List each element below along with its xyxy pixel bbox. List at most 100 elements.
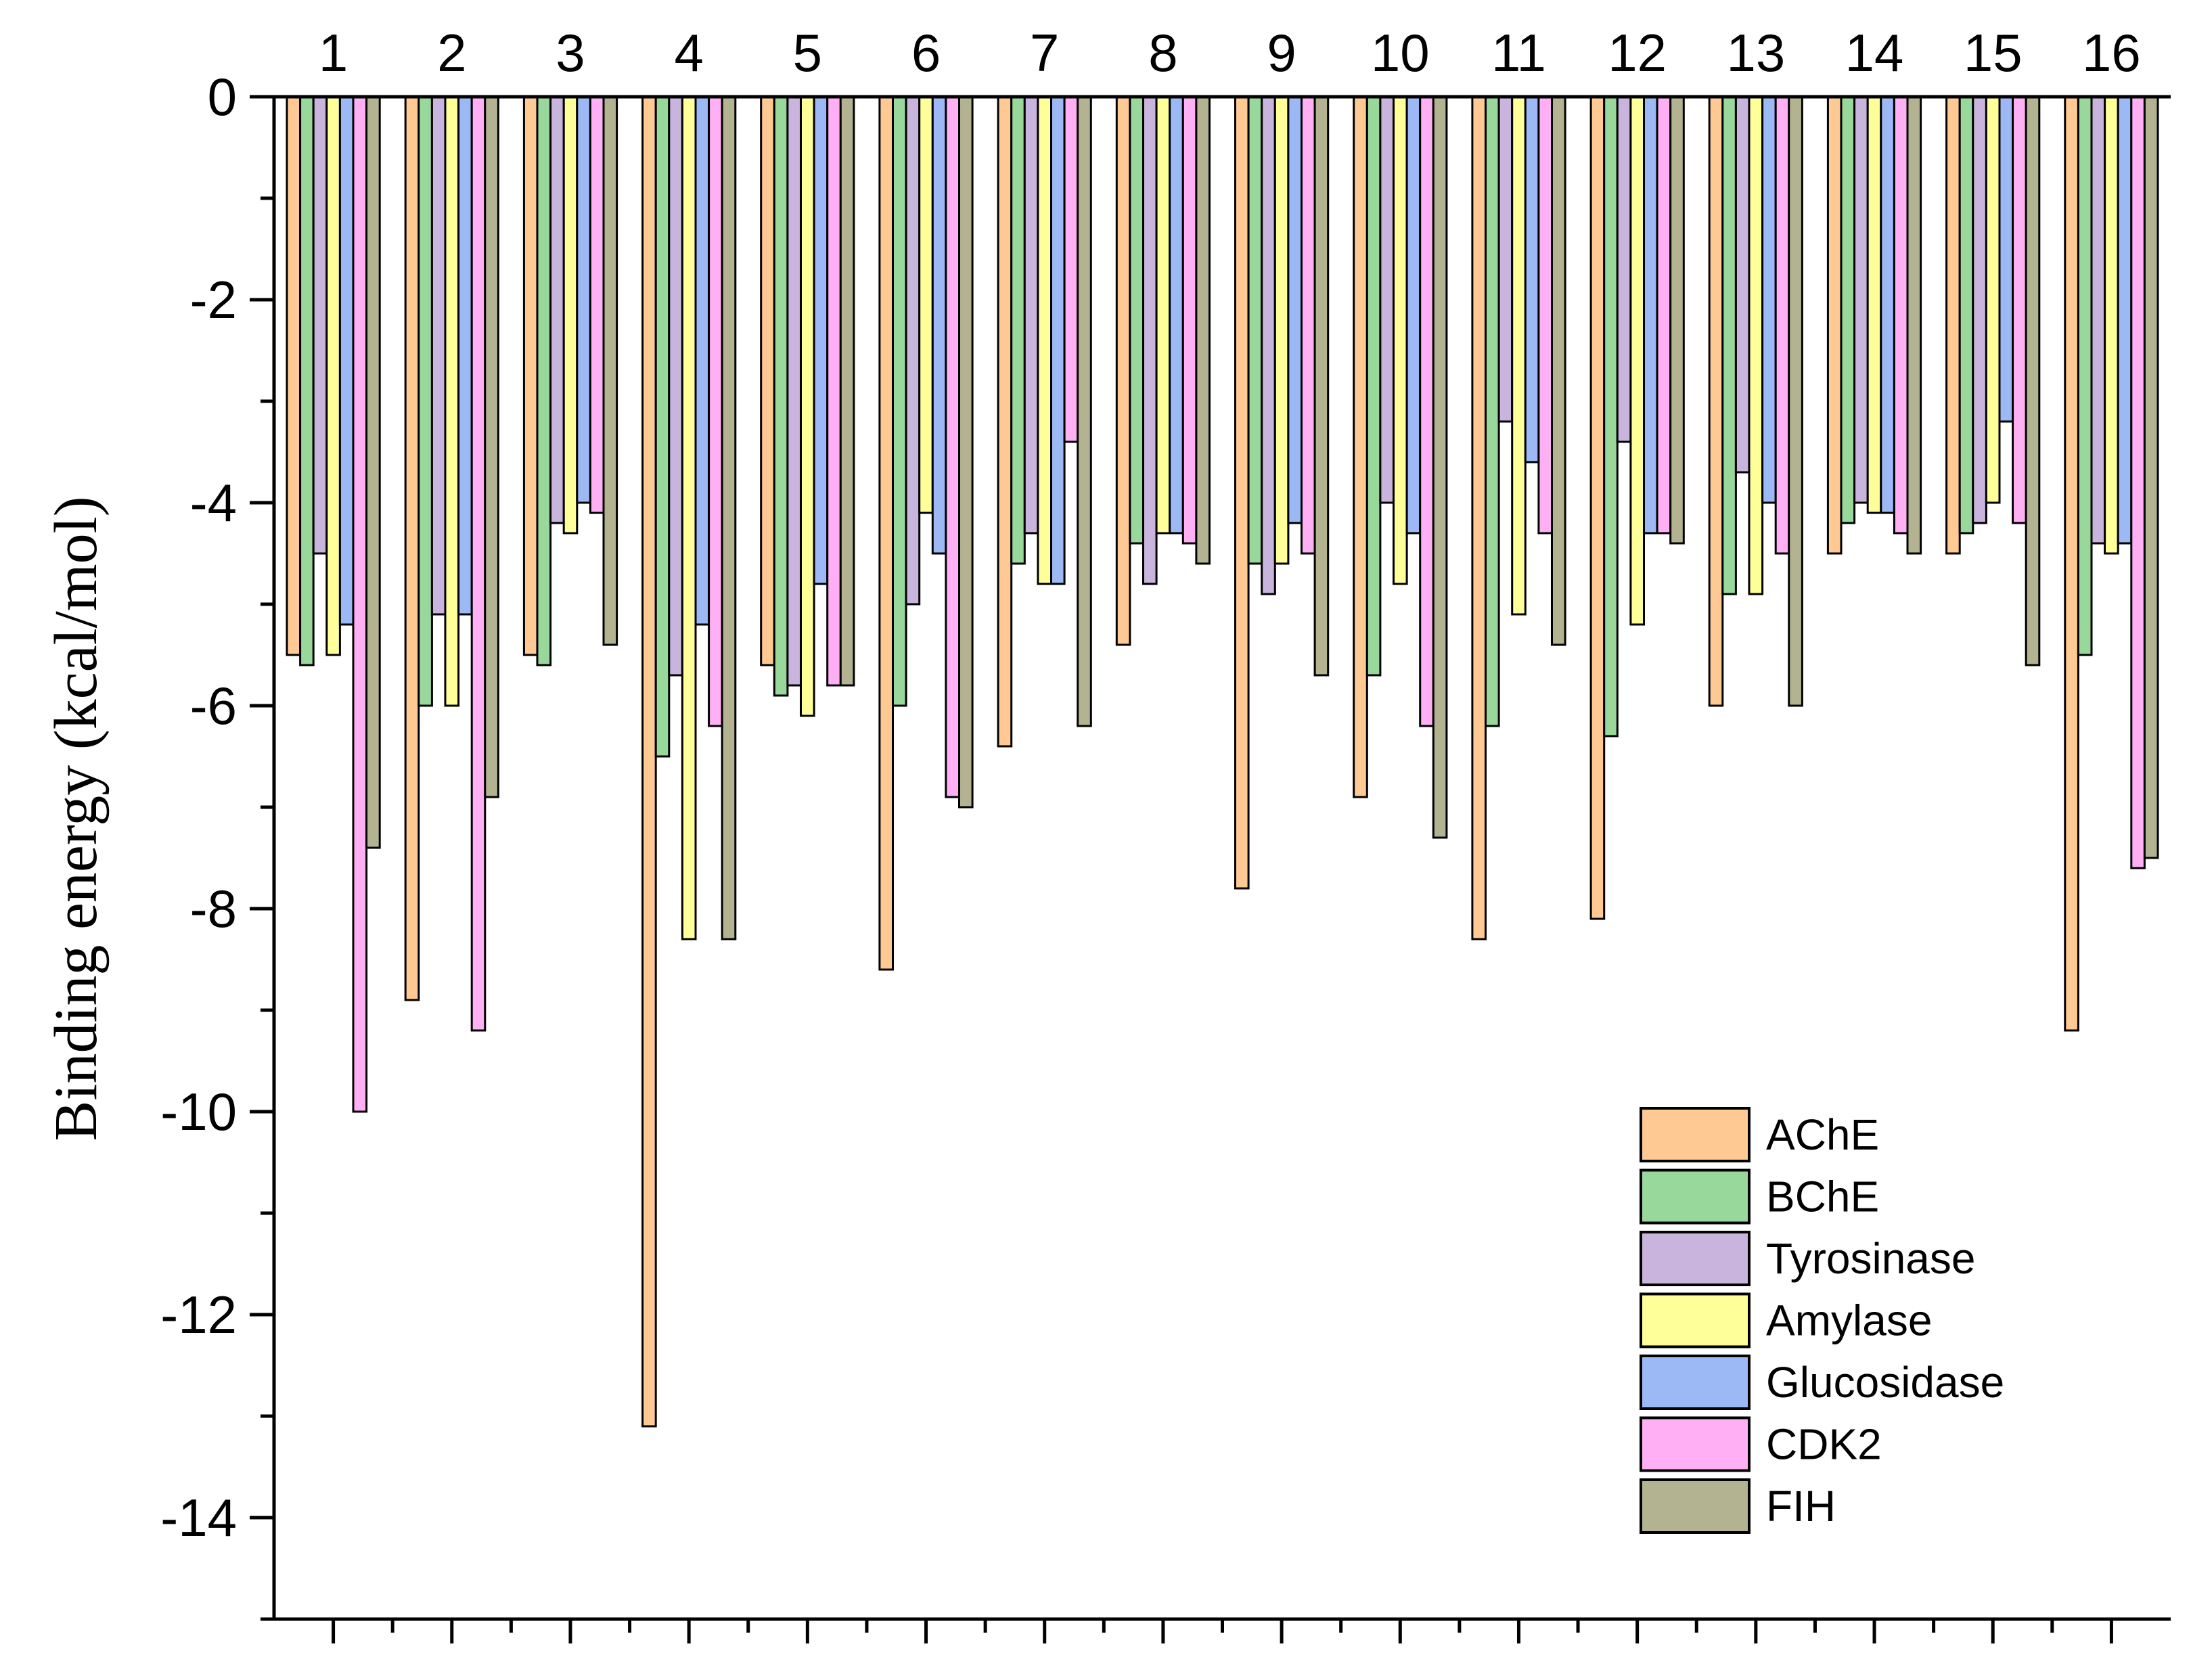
x-tick-label-13: 13 (1726, 23, 1785, 83)
bar-cdk2-13 (1774, 95, 1790, 555)
x-ticks-group: 1 2 3 4 5 6 7 8 9 10 11 12 13 14 15 16 (319, 23, 2141, 1643)
bar-amylase-2 (444, 95, 460, 707)
x-tick-label-12: 12 (1608, 23, 1667, 83)
bar-tyrosinase-11 (1497, 95, 1514, 423)
legend-label-glucosidase: Glucosidase (1766, 1358, 2004, 1407)
bar-ache-10 (1353, 95, 1368, 798)
bar-fih-15 (2025, 95, 2041, 666)
bar-ache-6 (878, 95, 895, 971)
x-tick-label-6: 6 (911, 23, 941, 83)
bar-glucosidase-16 (2117, 95, 2133, 545)
bar-amylase-3 (562, 95, 579, 535)
bar-cdk2-9 (1301, 95, 1316, 555)
bar-glucosidase-13 (1761, 95, 1777, 504)
bar-cdk2-8 (1181, 95, 1198, 545)
bar-tyrosinase-8 (1142, 95, 1158, 585)
bar-amylase-10 (1393, 95, 1408, 585)
bar-ache-8 (1115, 95, 1131, 646)
bar-cdk2-6 (945, 95, 961, 798)
bar-amylase-4 (681, 95, 697, 940)
bar-bche-4 (654, 95, 671, 758)
bar-cdk2-12 (1656, 95, 1672, 535)
bar-bche-6 (892, 95, 907, 707)
legend-label-amylase: Amylase (1766, 1296, 1932, 1345)
bar-bche-12 (1603, 95, 1619, 737)
bar-tyrosinase-1 (312, 95, 328, 555)
legend-label-fih: FIH (1766, 1482, 1836, 1530)
bar-bche-14 (1840, 95, 1856, 524)
x-tick-label-11: 11 (1491, 23, 1546, 83)
bar-tyrosinase-12 (1616, 95, 1632, 443)
y-tick-label: -4 (190, 473, 237, 532)
bar-bche-16 (2077, 95, 2093, 656)
x-tick-label-10: 10 (1371, 23, 1430, 83)
bar-tyrosinase-4 (668, 95, 683, 677)
bar-tyrosinase-14 (1853, 95, 1869, 504)
bar-amylase-11 (1511, 95, 1527, 616)
bar-ache-3 (522, 95, 539, 656)
bar-glucosidase-3 (576, 95, 591, 504)
bar-glucosidase-5 (813, 95, 829, 585)
bar-ache-12 (1589, 95, 1606, 920)
bar-bche-11 (1485, 95, 1500, 727)
bar-glucosidase-11 (1524, 95, 1540, 463)
bar-cdk2-10 (1419, 95, 1435, 727)
legend-label-cdk2: CDK2 (1766, 1420, 1882, 1469)
legend-swatch-amylase (1640, 1292, 1750, 1348)
x-tick-label-5: 5 (793, 23, 822, 83)
bar-fih-8 (1195, 95, 1211, 565)
bar-glucosidase-12 (1643, 95, 1658, 535)
bar-ache-7 (997, 95, 1013, 748)
bar-tyrosinase-16 (2090, 95, 2106, 545)
bar-cdk2-11 (1537, 95, 1553, 535)
bar-glucosidase-4 (694, 95, 710, 626)
bar-bche-7 (1010, 95, 1026, 565)
x-tick-label-8: 8 (1148, 23, 1177, 83)
bar-glucosidase-9 (1287, 95, 1303, 524)
legend-label-ache: AChE (1766, 1110, 1879, 1159)
bar-tyrosinase-6 (905, 95, 921, 606)
bar-amylase-14 (1866, 95, 1882, 514)
bar-amylase-7 (1037, 95, 1053, 585)
x-tick-label-1: 1 (319, 23, 348, 83)
bar-ache-1 (286, 95, 302, 656)
x-tick-label-14: 14 (1845, 23, 1904, 83)
y-tick-label: -2 (190, 270, 237, 330)
bar-amylase-5 (800, 95, 815, 717)
bar-fih-5 (839, 95, 855, 687)
bar-fih-10 (1432, 95, 1448, 839)
bar-amylase-1 (325, 95, 341, 656)
bar-ache-16 (2064, 95, 2079, 1032)
bar-glucosidase-8 (1169, 95, 1184, 535)
bar-fih-4 (721, 95, 737, 940)
legend-label-tyrosinase: Tyrosinase (1766, 1234, 1975, 1283)
bar-ache-2 (404, 95, 420, 1001)
legend-swatch-bche (1640, 1168, 1750, 1225)
bar-bche-15 (1958, 95, 1974, 535)
bar-cdk2-1 (352, 95, 368, 1113)
bar-bche-2 (417, 95, 433, 707)
bar-tyrosinase-13 (1734, 95, 1750, 474)
bar-glucosidase-15 (1998, 95, 2014, 423)
bar-cdk2-2 (470, 95, 487, 1032)
bar-ache-15 (1945, 95, 1961, 555)
bar-bche-8 (1129, 95, 1145, 545)
bar-bche-3 (536, 95, 552, 666)
bar-bche-1 (299, 95, 315, 666)
bar-glucosidase-7 (1050, 95, 1066, 585)
y-tick-label: -8 (190, 879, 237, 938)
bar-glucosidase-14 (1880, 95, 1895, 514)
bar-glucosidase-6 (931, 95, 947, 555)
x-tick-label-3: 3 (556, 23, 585, 83)
bar-fih-7 (1077, 95, 1092, 727)
bar-ache-14 (1826, 95, 1843, 555)
bar-cdk2-4 (708, 95, 723, 727)
bar-tyrosinase-7 (1023, 95, 1039, 535)
bar-tyrosinase-3 (549, 95, 565, 524)
y-tick-label: 0 (208, 67, 237, 127)
bar-fih-12 (1669, 95, 1685, 545)
bar-amylase-12 (1629, 95, 1645, 626)
x-tick-label-9: 9 (1267, 23, 1296, 83)
bar-ache-9 (1234, 95, 1250, 890)
